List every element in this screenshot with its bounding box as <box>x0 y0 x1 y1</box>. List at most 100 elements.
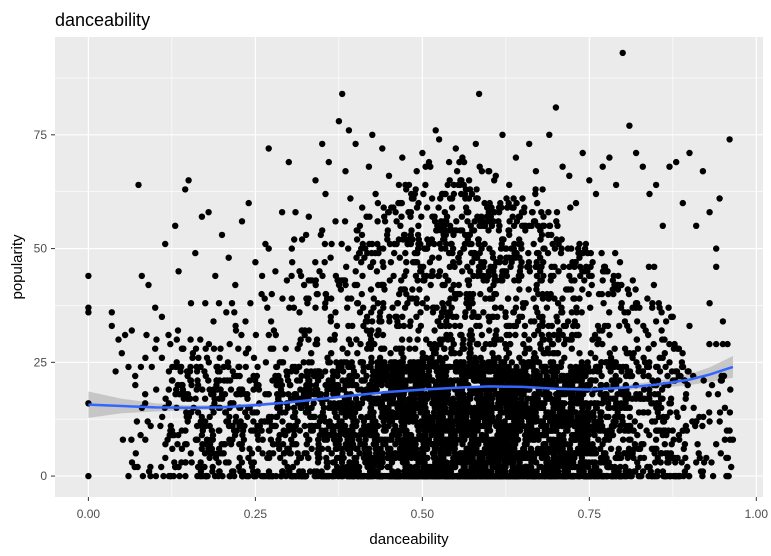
data-point <box>511 249 518 257</box>
data-point <box>416 286 423 293</box>
data-point <box>410 359 418 366</box>
data-point <box>554 472 561 480</box>
data-point <box>277 472 284 480</box>
data-point <box>631 441 639 448</box>
data-point <box>217 386 224 393</box>
data-point <box>456 181 464 189</box>
data-point <box>298 236 306 243</box>
data-point <box>615 272 622 280</box>
data-point <box>477 463 484 471</box>
data-point <box>624 454 631 462</box>
data-point <box>456 322 464 330</box>
data-point <box>351 281 358 289</box>
data-point <box>417 322 425 330</box>
data-point <box>242 318 249 325</box>
data-point <box>288 245 295 252</box>
data-point <box>674 454 681 462</box>
data-point <box>442 245 449 252</box>
data-point <box>448 204 456 211</box>
data-point <box>491 304 499 311</box>
data-point <box>717 377 725 384</box>
data-point <box>397 222 404 229</box>
data-point <box>552 104 560 111</box>
data-point <box>401 304 409 311</box>
data-point <box>626 350 633 357</box>
data-point <box>152 472 160 480</box>
data-point <box>673 368 681 375</box>
data-point <box>645 263 653 270</box>
data-point <box>525 377 533 384</box>
data-point <box>654 377 662 384</box>
data-point <box>640 386 648 393</box>
data-point <box>211 395 218 402</box>
data-point <box>218 231 226 239</box>
data-point <box>569 259 576 266</box>
data-point <box>369 372 377 380</box>
data-point <box>174 327 182 334</box>
data-point <box>371 340 378 348</box>
data-point <box>653 400 661 407</box>
data-point <box>726 436 734 443</box>
data-point <box>148 363 155 371</box>
data-point <box>357 340 364 348</box>
data-point <box>308 277 316 284</box>
data-point <box>233 427 240 434</box>
data-point <box>567 404 574 411</box>
data-point <box>644 463 651 471</box>
data-point <box>429 304 437 311</box>
data-point <box>258 290 265 298</box>
data-point <box>232 418 239 425</box>
data-point <box>489 436 496 443</box>
data-point <box>296 377 304 384</box>
data-point <box>466 290 473 298</box>
data-point <box>727 386 734 393</box>
data-point <box>662 363 669 371</box>
data-point <box>404 240 411 248</box>
data-point <box>516 286 523 293</box>
data-point <box>703 454 710 462</box>
data-point <box>462 400 469 407</box>
data-point <box>608 422 616 430</box>
data-point <box>497 304 505 311</box>
data-point <box>182 472 189 480</box>
data-point <box>619 436 627 443</box>
data-point <box>609 286 616 293</box>
data-point <box>137 431 144 439</box>
data-point <box>547 359 554 366</box>
data-point <box>265 391 272 398</box>
data-point <box>699 168 707 175</box>
data-point <box>513 422 520 430</box>
data-point <box>276 404 283 411</box>
data-point <box>236 441 243 448</box>
data-point <box>413 168 420 175</box>
data-point <box>398 199 405 207</box>
data-point <box>176 472 183 480</box>
data-point <box>380 204 387 211</box>
data-point <box>439 404 446 411</box>
data-point <box>504 295 512 302</box>
data-point <box>473 445 480 452</box>
data-point <box>532 263 539 270</box>
data-point <box>521 331 528 339</box>
data-point <box>477 413 484 421</box>
data-point <box>521 322 529 330</box>
data-point <box>356 431 364 439</box>
data-point <box>460 158 468 166</box>
data-point <box>694 441 701 448</box>
data-point <box>517 391 524 398</box>
data-point <box>392 454 399 462</box>
data-point <box>232 322 239 330</box>
data-point <box>706 340 713 348</box>
data-point <box>282 345 289 352</box>
data-point <box>363 327 371 334</box>
data-point <box>312 177 319 184</box>
data-point <box>367 286 375 293</box>
data-point <box>522 400 529 407</box>
data-point <box>239 445 246 452</box>
data-point <box>311 413 319 421</box>
data-point <box>713 441 720 448</box>
data-point <box>372 190 379 198</box>
data-point <box>255 436 262 443</box>
data-point <box>621 427 628 434</box>
data-point <box>558 359 565 366</box>
